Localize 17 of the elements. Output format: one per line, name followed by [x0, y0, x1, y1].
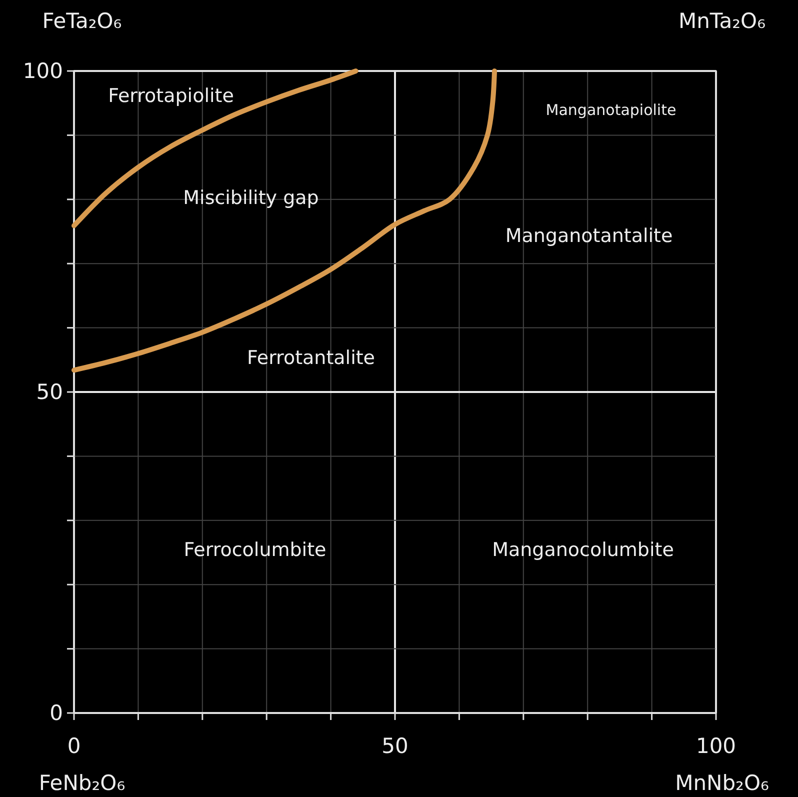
annotation: Miscibility gap [183, 187, 319, 209]
y-tick-label: 50 [36, 380, 63, 404]
annotation: Ferrotapiolite [108, 85, 234, 107]
text: MnNb₂O₆ [675, 771, 769, 795]
annotation: Ferrocolumbite [184, 539, 326, 561]
annotation: Manganocolumbite [492, 539, 674, 561]
annotation: Manganotapiolite [546, 101, 676, 119]
y-tick-label: 0 [50, 701, 63, 725]
x-tick-label: 50 [382, 734, 408, 758]
text: FeTa₂O₆ [42, 9, 122, 33]
text: FeNb₂O₆ [38, 771, 126, 795]
y-tick-label: 100 [22, 59, 63, 83]
text: MnTa₂O₆ [678, 9, 766, 33]
x-tick-label: 0 [67, 734, 81, 758]
annotation: Ferrotantalite [247, 347, 375, 369]
annotation: Manganotantalite [505, 225, 673, 247]
x-tick-label: 100 [696, 734, 736, 758]
